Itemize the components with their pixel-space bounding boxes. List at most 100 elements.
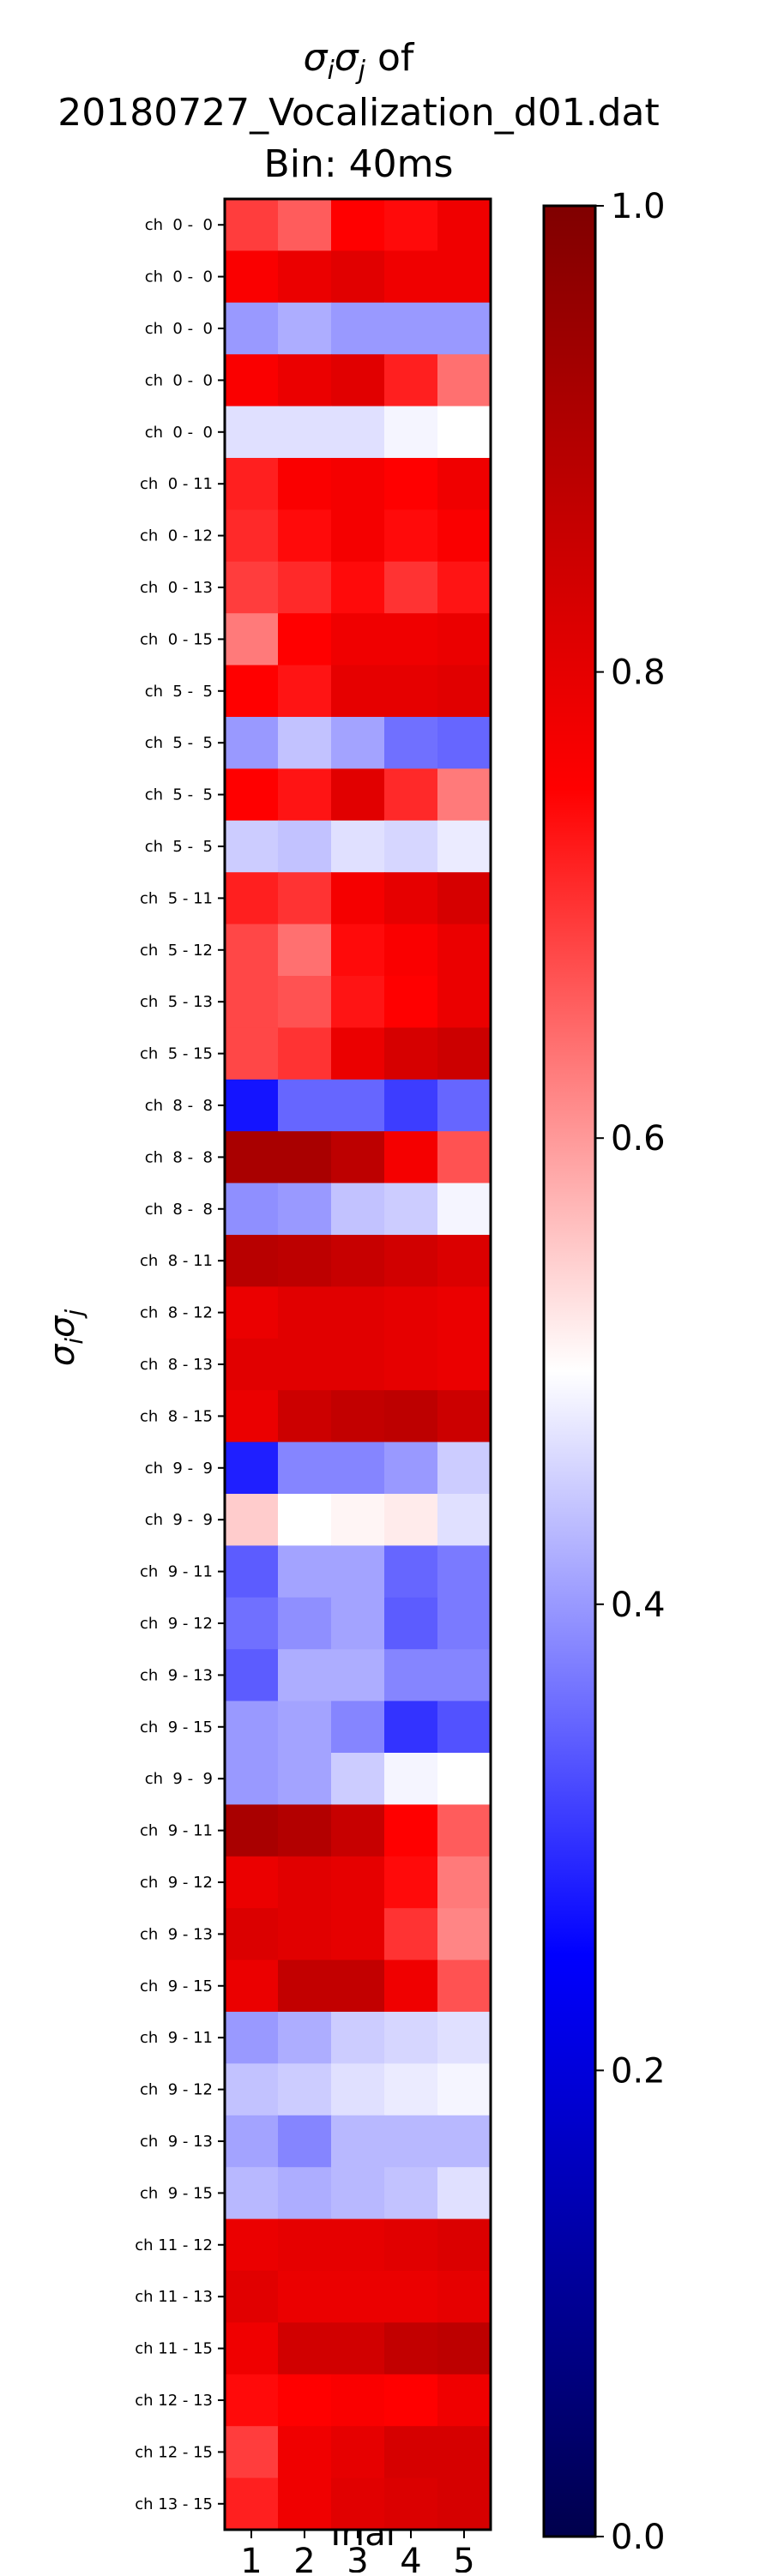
heatmap-cell [384, 2477, 438, 2531]
y-tick-label: ch 9 - 9 [145, 1460, 213, 1478]
heatmap-cell [225, 1027, 279, 1080]
heatmap-cell [278, 1649, 332, 1702]
heatmap-cell [225, 1494, 279, 1546]
heatmap-cell [331, 613, 385, 666]
heatmap-cell [278, 1183, 332, 1236]
heatmap-cell [331, 1804, 385, 1857]
heatmap-cell [331, 2115, 385, 2168]
heatmap-cells [225, 199, 492, 2531]
heatmap-cell [225, 2374, 279, 2427]
heatmap-cell [278, 561, 332, 614]
heatmap-cell [278, 509, 332, 563]
heatmap-cell [225, 1183, 279, 1236]
heatmap-cell [278, 924, 332, 977]
y-tick-label: ch 9 - 12 [140, 1615, 213, 1633]
heatmap-cell [437, 665, 492, 718]
y-tick-label: ch 9 - 12 [140, 1874, 213, 1892]
heatmap-cell [437, 509, 492, 563]
heatmap-cell [278, 199, 332, 251]
y-tick-label: ch 9 - 13 [140, 1666, 213, 1684]
y-tick-label: ch 13 - 15 [135, 2495, 213, 2513]
y-tick-label: ch 11 - 15 [135, 2340, 213, 2358]
heatmap-cell [225, 1131, 279, 1184]
heatmap-cell [225, 1597, 279, 1650]
heatmap-cell [384, 1027, 438, 1080]
heatmap-cell [384, 768, 438, 822]
heatmap-cell [437, 250, 492, 304]
heatmap-cell [437, 1131, 492, 1184]
heatmap-cell [225, 250, 279, 304]
heatmap-cell [437, 924, 492, 977]
heatmap-cell [331, 458, 385, 510]
heatmap-cell [384, 2063, 438, 2116]
y-tick-label: ch 8 - 11 [140, 1252, 213, 1270]
heatmap-cell [278, 2271, 332, 2323]
heatmap-cell [437, 1183, 492, 1236]
y-tick-label: ch 9 - 9 [145, 1770, 213, 1788]
heatmap-cell [331, 1338, 385, 1391]
heatmap-cell [331, 717, 385, 769]
heatmap-cell [225, 717, 279, 769]
y-tick-label: ch 9 - 15 [140, 2184, 213, 2202]
heatmap-cell [437, 2167, 492, 2220]
heatmap-cell [384, 1597, 438, 1650]
heatmap-cell [225, 1753, 279, 1805]
heatmap-cell [331, 1753, 385, 1805]
heatmap-cell [384, 406, 438, 459]
heatmap-cell [437, 2012, 492, 2064]
heatmap-cell [437, 1494, 492, 1546]
heatmap-cell [331, 1545, 385, 1598]
heatmap-cell [384, 1131, 438, 1184]
heatmap-cell [331, 1597, 385, 1650]
colorbar-tick-label: 1.0 [611, 187, 666, 226]
heatmap-cell [278, 820, 332, 873]
heatmap-cell [331, 509, 385, 563]
heatmap-cell [278, 2012, 332, 2064]
y-tick-label: ch 0 - 0 [145, 424, 213, 442]
heatmap-cell [384, 2167, 438, 2220]
heatmap-cell [225, 872, 279, 925]
heatmap-cell [331, 406, 385, 459]
heatmap-cell [437, 354, 492, 407]
heatmap-cell [278, 665, 332, 718]
y-tick-label: ch 8 - 8 [145, 1148, 213, 1166]
heatmap-cell [225, 768, 279, 822]
heatmap-cell [331, 250, 385, 304]
heatmap-cell [384, 1959, 438, 2013]
heatmap-cell [225, 199, 279, 251]
heatmap-cell [331, 1286, 385, 1339]
y-tick-label: ch 0 - 0 [145, 216, 213, 234]
heatmap-cell [331, 2477, 385, 2531]
heatmap-cell [384, 302, 438, 355]
chart-title-line-3: Bin: 40ms [264, 142, 454, 186]
y-tick-label: ch 0 - 12 [140, 527, 213, 545]
heatmap-cell [331, 768, 385, 822]
heatmap-cell [437, 1804, 492, 1857]
heatmap-cell [331, 1494, 385, 1546]
heatmap-cell [384, 199, 438, 251]
heatmap-cell [384, 976, 438, 1028]
y-tick-label: ch 0 - 11 [140, 475, 213, 493]
heatmap-cell [225, 354, 279, 407]
heatmap-cell [437, 2063, 492, 2116]
heatmap-cell [278, 2115, 332, 2168]
heatmap-cell [437, 717, 492, 769]
heatmap-cell [384, 1441, 438, 1495]
heatmap-cell [331, 1649, 385, 1702]
heatmap-cell [278, 354, 332, 407]
heatmap-cell [384, 2374, 438, 2427]
heatmap-cell [437, 1959, 492, 2013]
y-tick-label: ch 9 - 13 [140, 2133, 213, 2151]
heatmap-cell [437, 1908, 492, 1961]
heatmap-cell [331, 1027, 385, 1080]
heatmap-cell [278, 406, 332, 459]
heatmap-cell [331, 2167, 385, 2220]
heatmap-cell [384, 872, 438, 925]
y-tick-label: ch 9 - 15 [140, 1718, 213, 1736]
y-axis-label: σiσj [43, 1309, 88, 1367]
heatmap-cell [437, 1441, 492, 1495]
heatmap-cell [384, 1338, 438, 1391]
heatmap-cell [225, 2271, 279, 2323]
heatmap-cell [331, 1390, 385, 1443]
heatmap-cell [225, 458, 279, 510]
